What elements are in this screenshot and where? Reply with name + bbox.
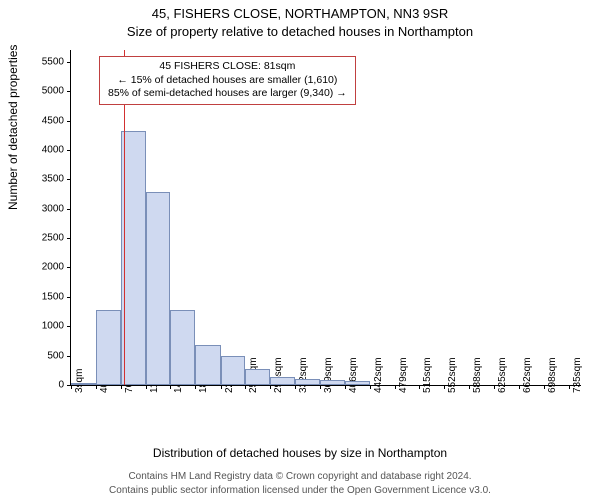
histogram-bar [245, 369, 270, 385]
y-tick-label: 0 [34, 380, 64, 391]
y-tick-label: 3500 [34, 174, 64, 185]
x-tick-label: 698sqm [547, 357, 558, 393]
y-tick-label: 500 [34, 350, 64, 361]
y-tick-label: 1000 [34, 321, 64, 332]
x-tick-label: 332sqm [298, 357, 309, 393]
footer-copyright-1: Contains HM Land Registry data © Crown c… [0, 471, 600, 482]
y-tick-label: 3000 [34, 203, 64, 214]
x-tick-mark [245, 385, 246, 389]
histogram-bar [146, 192, 170, 385]
x-tick-mark [544, 385, 545, 389]
x-tick-mark [419, 385, 420, 389]
y-tick-label: 4000 [34, 144, 64, 155]
x-tick-label: 588sqm [472, 357, 483, 393]
chart-plot-area: 3sqm40sqm76sqm113sqm149sqm186sqm223sqm25… [70, 50, 581, 386]
chart-subtitle: Size of property relative to detached ho… [0, 24, 600, 39]
x-tick-mark [494, 385, 495, 389]
x-tick-label: 442sqm [373, 357, 384, 393]
x-tick-label: 296sqm [273, 357, 284, 393]
x-tick-label: 625sqm [497, 357, 508, 393]
y-axis-label: Number of detached properties [6, 45, 20, 210]
y-tick-mark [67, 62, 71, 63]
x-tick-mark [195, 385, 196, 389]
x-tick-label: 3sqm [74, 369, 85, 393]
y-tick-mark [67, 150, 71, 151]
y-tick-label: 1500 [34, 291, 64, 302]
x-tick-mark [395, 385, 396, 389]
x-axis-label: Distribution of detached houses by size … [0, 446, 600, 460]
y-tick-label: 4500 [34, 115, 64, 126]
y-tick-mark [67, 297, 71, 298]
histogram-bar [170, 310, 195, 385]
histogram-bar [270, 377, 294, 385]
y-tick-label: 2000 [34, 262, 64, 273]
x-tick-mark [569, 385, 570, 389]
histogram-bar [96, 310, 120, 385]
annotation-line-2: ← 15% of detached houses are smaller (1,… [108, 74, 347, 88]
x-tick-label: 735sqm [572, 357, 583, 393]
y-tick-label: 5000 [34, 86, 64, 97]
x-tick-mark [295, 385, 296, 389]
x-tick-mark [345, 385, 346, 389]
x-tick-mark [320, 385, 321, 389]
x-tick-label: 406sqm [348, 357, 359, 393]
x-tick-label: 662sqm [522, 357, 533, 393]
x-tick-label: 369sqm [323, 357, 334, 393]
y-tick-mark [67, 356, 71, 357]
x-tick-mark [96, 385, 97, 389]
x-tick-mark [146, 385, 147, 389]
y-tick-mark [67, 267, 71, 268]
y-tick-mark [67, 238, 71, 239]
y-tick-mark [67, 209, 71, 210]
y-tick-label: 5500 [34, 56, 64, 67]
x-tick-mark [170, 385, 171, 389]
x-tick-mark [444, 385, 445, 389]
x-tick-mark [71, 385, 72, 389]
chart-title: 45, FISHERS CLOSE, NORTHAMPTON, NN3 9SR [0, 6, 600, 21]
footer-copyright-2: Contains public sector information licen… [0, 485, 600, 496]
x-tick-mark [221, 385, 222, 389]
y-tick-label: 2500 [34, 233, 64, 244]
x-tick-label: 515sqm [422, 357, 433, 393]
annotation-box: 45 FISHERS CLOSE: 81sqm← 15% of detached… [99, 56, 356, 105]
x-tick-mark [519, 385, 520, 389]
x-tick-mark [121, 385, 122, 389]
histogram-bar [221, 356, 245, 385]
y-tick-mark [67, 121, 71, 122]
y-tick-mark [67, 326, 71, 327]
x-tick-mark [370, 385, 371, 389]
annotation-line-1: 45 FISHERS CLOSE: 81sqm [108, 60, 347, 74]
histogram-bar [71, 383, 96, 385]
x-tick-mark [270, 385, 271, 389]
histogram-bar [345, 381, 369, 385]
annotation-line-3: 85% of semi-detached houses are larger (… [108, 87, 347, 101]
x-tick-mark [469, 385, 470, 389]
histogram-bar [295, 379, 320, 385]
y-tick-mark [67, 179, 71, 180]
histogram-bar [320, 380, 345, 385]
y-tick-mark [67, 91, 71, 92]
x-tick-label: 552sqm [447, 357, 458, 393]
histogram-bar [195, 345, 220, 385]
x-tick-label: 479sqm [398, 357, 409, 393]
